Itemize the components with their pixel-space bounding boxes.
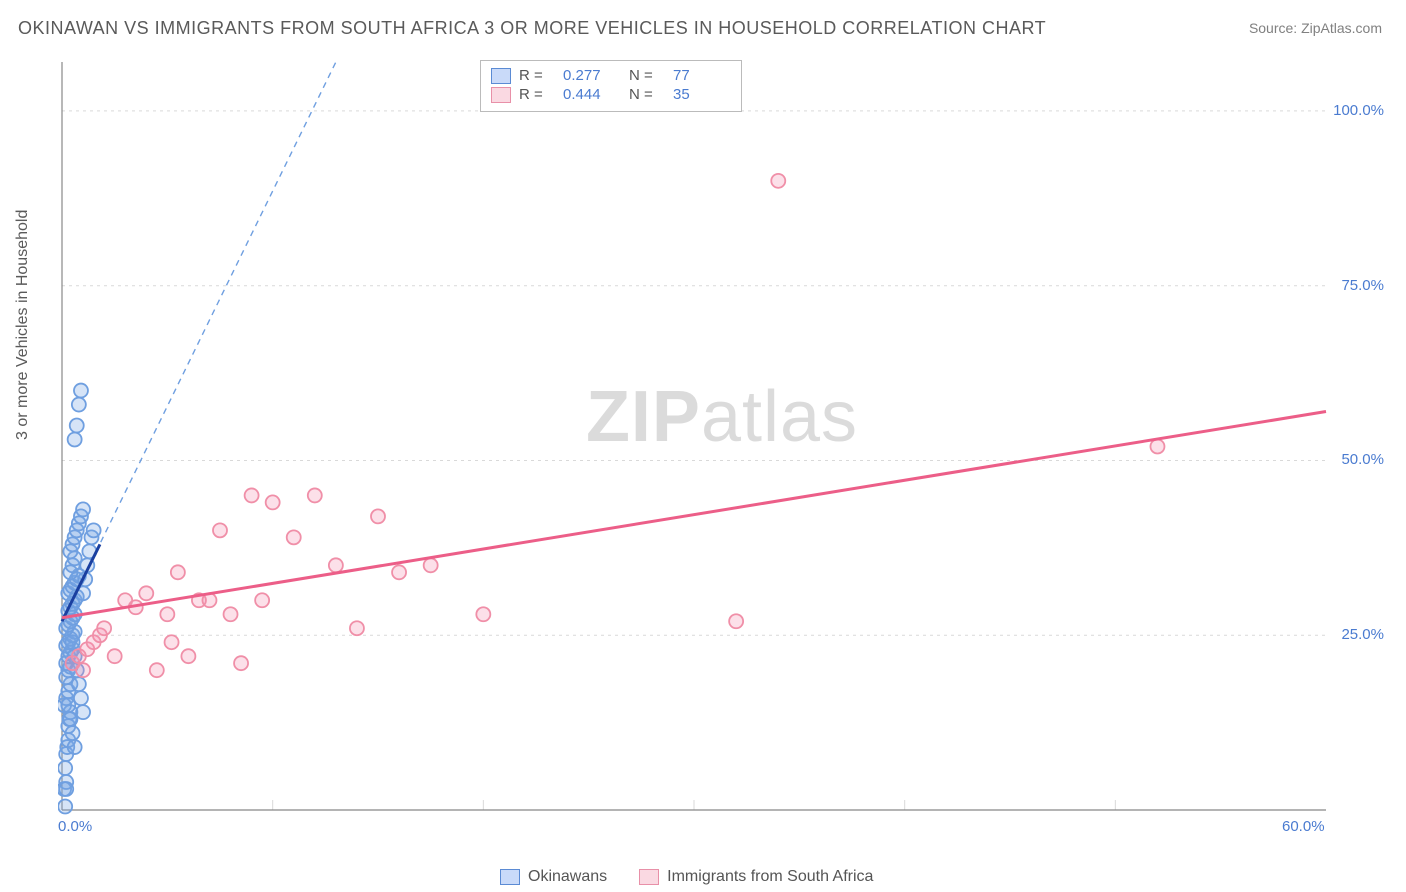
x-tick-label: 0.0% xyxy=(58,818,92,835)
r-label: R = xyxy=(519,86,555,103)
legend-stats: R = 0.277 N = 77 R = 0.444 N = 35 xyxy=(480,60,742,112)
n-value: 35 xyxy=(673,86,731,103)
r-label: R = xyxy=(519,67,555,84)
r-value: 0.277 xyxy=(563,67,621,84)
n-label: N = xyxy=(629,67,665,84)
legend-series-label: Okinawans xyxy=(528,868,607,886)
n-label: N = xyxy=(629,86,665,103)
legend-swatch xyxy=(500,869,520,885)
chart-area: ZIPatlas xyxy=(58,54,1386,844)
y-tick-label: 75.0% xyxy=(1341,277,1384,294)
legend-swatch xyxy=(491,87,511,103)
y-tick-label: 50.0% xyxy=(1341,451,1384,468)
n-value: 77 xyxy=(673,67,731,84)
legend-swatch xyxy=(491,68,511,84)
chart-svg xyxy=(58,54,1386,844)
chart-title: OKINAWAN VS IMMIGRANTS FROM SOUTH AFRICA… xyxy=(18,18,1046,39)
legend-stat-row: R = 0.277 N = 77 xyxy=(491,67,731,84)
legend-swatch xyxy=(639,869,659,885)
source-text: Source: ZipAtlas.com xyxy=(1249,20,1382,36)
legend-series: Okinawans Immigrants from South Africa xyxy=(500,868,873,886)
legend-series-item: Okinawans xyxy=(500,868,607,886)
legend-series-label: Immigrants from South Africa xyxy=(667,868,873,886)
legend-series-item: Immigrants from South Africa xyxy=(639,868,873,886)
y-axis-label: 3 or more Vehicles in Household xyxy=(14,210,32,440)
y-tick-label: 100.0% xyxy=(1333,102,1384,119)
x-tick-label: 60.0% xyxy=(1282,818,1325,835)
legend-stat-row: R = 0.444 N = 35 xyxy=(491,86,731,103)
y-tick-label: 25.0% xyxy=(1341,626,1384,643)
r-value: 0.444 xyxy=(563,86,621,103)
